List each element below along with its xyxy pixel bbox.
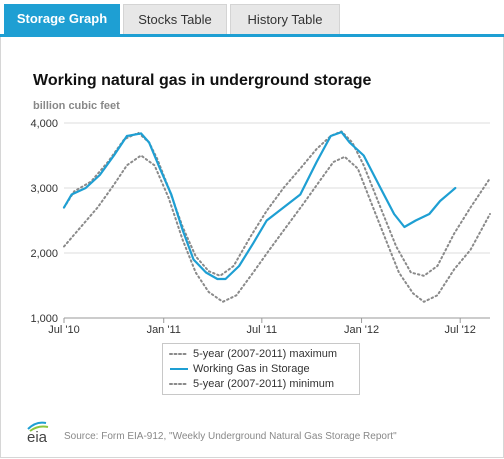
chart-title: Working natural gas in underground stora… [33,72,372,89]
legend-label-working-gas: Working Gas in Storage [193,363,310,375]
tab-history-table[interactable]: History Table [230,4,340,34]
eia-logo-text: eia [27,429,48,444]
x-tick-label: Jul '11 [247,324,278,336]
legend-swatch-dotted [169,353,189,355]
eia-logo-icon: eia [27,421,49,446]
chart-legend: 5-year (2007-2011) maximum Working Gas i… [162,343,360,395]
y-tick-label: 4,000 [30,118,58,130]
series-layer [62,130,491,303]
y-tick-label: 1,000 [30,313,58,325]
series-line-minimum [63,154,491,303]
legend-label-maximum: 5-year (2007-2011) maximum [193,348,338,360]
x-tick-label: Jul '12 [444,324,475,336]
y-tick-label: 2,000 [30,248,58,260]
tab-bar: Storage Graph Stocks Table History Table [0,0,504,36]
x-tick-label: Jan '11 [147,324,181,336]
y-tick-label: 3,000 [30,183,58,195]
series-line-maximum [63,130,491,277]
series-line-working-gas [62,131,457,281]
tab-bar-underline [0,34,504,37]
tick-label-layer: 1,000 2,000 3,000 4,000 Jul '10 Jan '11 Jul '1… [30,118,475,336]
legend-label-minimum: 5-year (2007-2011) minimum [193,378,335,390]
source-note: Source: Form EIA-912, "Weekly Undergroun… [64,431,397,442]
x-tick-label: Jan '12 [344,324,379,336]
x-tick-label: Jul '10 [48,324,79,336]
eia-logo: eia [24,420,60,446]
tab-storage-graph[interactable]: Storage Graph [4,4,120,34]
legend-swatch-solid [170,368,188,370]
legend-swatch-dotted [169,383,189,385]
y-axis-unit-label: billion cubic feet [33,100,120,112]
grid-layer [64,122,490,319]
tab-stocks-table[interactable]: Stocks Table [123,4,227,34]
